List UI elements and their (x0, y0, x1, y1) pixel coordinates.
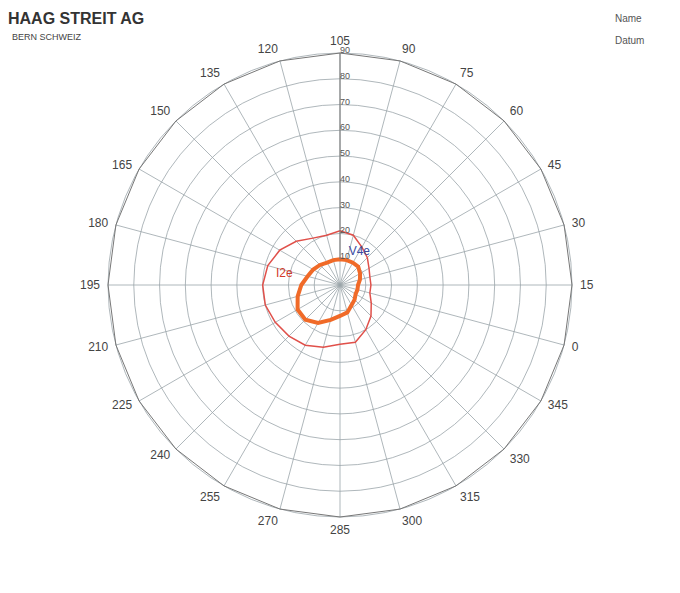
svg-text:90: 90 (340, 45, 350, 55)
svg-text:30: 30 (572, 216, 586, 230)
svg-text:Datum: Datum (615, 35, 644, 46)
svg-text:300: 300 (402, 514, 422, 528)
svg-text:30: 30 (340, 200, 350, 210)
svg-text:HAAG STREIT AG: HAAG STREIT AG (8, 10, 144, 27)
svg-text:75: 75 (460, 66, 474, 80)
svg-text:20: 20 (340, 225, 350, 235)
svg-text:240: 240 (150, 448, 170, 462)
svg-text:90: 90 (402, 42, 416, 56)
svg-text:45: 45 (548, 158, 562, 172)
svg-text:255: 255 (200, 490, 220, 504)
svg-text:210: 210 (88, 340, 108, 354)
svg-text:270: 270 (258, 514, 278, 528)
svg-text:180: 180 (88, 216, 108, 230)
svg-text:I2e: I2e (276, 266, 293, 280)
svg-text:10: 10 (340, 251, 350, 261)
svg-text:60: 60 (510, 104, 524, 118)
svg-text:40: 40 (340, 174, 350, 184)
svg-text:V4e: V4e (349, 244, 371, 258)
svg-text:285: 285 (330, 523, 350, 537)
svg-text:50: 50 (340, 148, 350, 158)
svg-text:70: 70 (340, 97, 350, 107)
svg-text:105: 105 (330, 34, 350, 48)
svg-text:225: 225 (112, 398, 132, 412)
svg-text:330: 330 (510, 452, 530, 466)
svg-text:0: 0 (572, 340, 579, 354)
svg-text:165: 165 (112, 158, 132, 172)
svg-text:150: 150 (150, 104, 170, 118)
svg-text:BERN SCHWEIZ: BERN SCHWEIZ (12, 32, 82, 42)
svg-text:120: 120 (258, 42, 278, 56)
svg-text:195: 195 (80, 278, 100, 292)
svg-text:315: 315 (460, 490, 480, 504)
svg-text:Name: Name (615, 13, 642, 24)
svg-text:60: 60 (340, 122, 350, 132)
svg-text:345: 345 (548, 398, 568, 412)
svg-text:80: 80 (340, 71, 350, 81)
svg-text:15: 15 (580, 278, 594, 292)
svg-text:135: 135 (200, 66, 220, 80)
